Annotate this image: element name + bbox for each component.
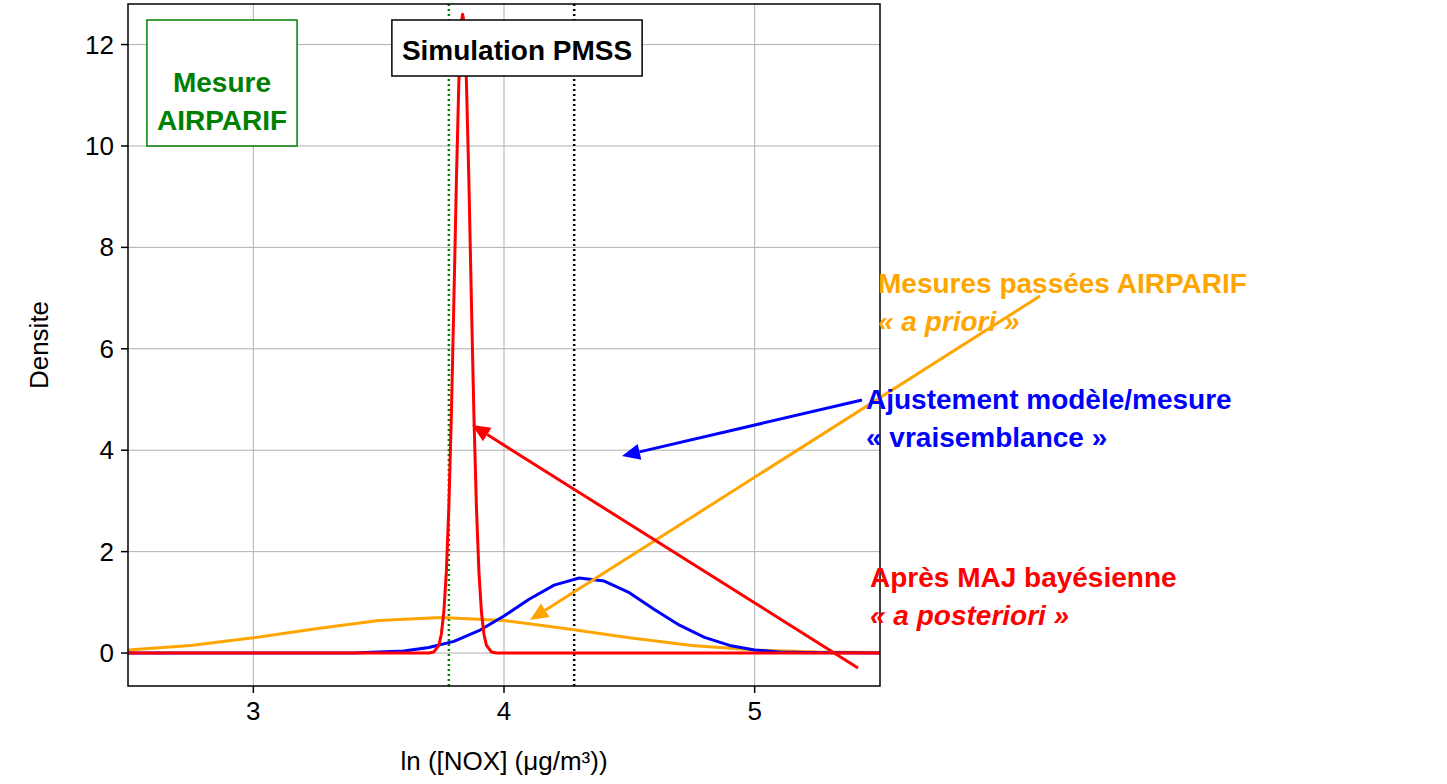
grid-line [128,551,880,552]
reference-label: Simulation PMSS [392,20,642,76]
reference-line [573,4,576,686]
chart: 3 4 5 0 2 4 6 8 10 12 ln ([NOX] (μg/m³)) Densite Mes… [0,0,1447,784]
annotation-title: Ajustement modèle/mesure [866,384,1232,415]
density-curve [128,578,880,653]
reference-label-text: MesureAIRPARIF [157,67,287,136]
axis-title: Densite [24,301,54,389]
tick-label: 6 [100,334,114,364]
grid-line [128,450,880,451]
tick-label: 4 [100,435,114,465]
grid-line [128,348,880,349]
axes: 3 4 5 0 2 4 6 8 10 12 [85,30,762,726]
annotation-title: Après MAJ bayésienne [870,562,1177,593]
annotation-subtitle: « a priori » [878,306,1020,337]
tick-label: 3 [246,696,260,726]
tick-label: 5 [747,696,761,726]
tick [121,145,128,147]
reference-label-text: Simulation PMSS [402,35,632,66]
tick-label: 2 [100,537,114,567]
axis-title: ln ([NOX] (μg/m³)) [400,746,607,776]
tick [253,686,255,693]
density-curve [128,618,880,653]
tick [121,247,128,249]
tick-label: 4 [497,696,511,726]
series-annotation: Ajustement modèle/mesure « vraisemblance … [622,384,1232,460]
grid-line [504,4,505,686]
tick-label: 12 [85,30,114,60]
tick-label: 8 [100,232,114,262]
grid [128,4,880,686]
arrow-head [530,604,549,620]
reference-label: MesureAIRPARIF [147,20,297,146]
tick [503,686,505,693]
arrow-head [472,425,491,441]
reference-line [448,4,451,686]
frame [128,4,880,686]
annotation-title: Mesures passées AIRPARIF [878,268,1247,299]
tick [121,551,128,553]
tick [121,348,128,350]
density-curve [128,14,880,653]
plot-area [128,4,880,686]
tick-label: 0 [100,638,114,668]
annotation-subtitle: « a posteriori » [870,600,1069,631]
tick [121,449,128,451]
grid-line [754,4,755,686]
tick [121,44,128,46]
annotation-subtitle: « vraisemblance » [866,422,1107,453]
arrow [487,435,858,668]
arrow-head [622,444,641,460]
tick-label: 10 [85,131,114,161]
tick [754,686,756,693]
grid-line [128,247,880,248]
series-annotation: Après MAJ bayésienne « a posteriori » [472,425,1177,668]
series-annotation: Mesures passées AIRPARIF « a priori » [530,268,1247,620]
arrow [640,400,862,452]
tick [121,652,128,654]
